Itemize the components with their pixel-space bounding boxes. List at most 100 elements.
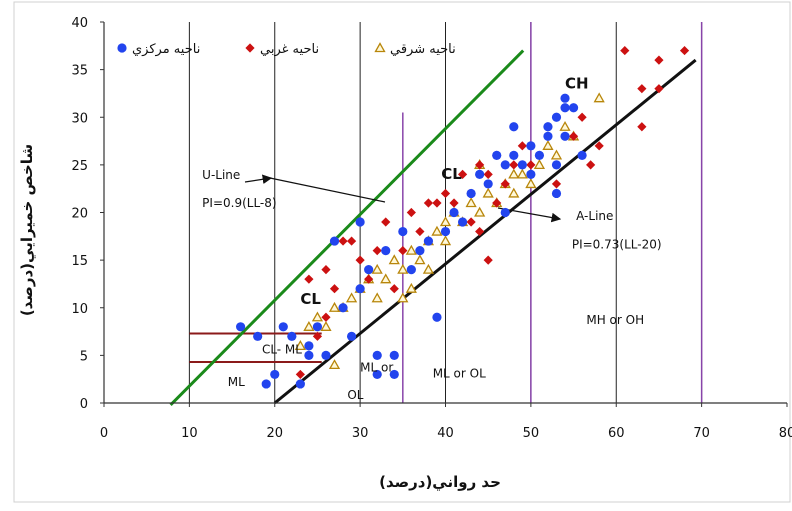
triangle-point	[397, 292, 409, 303]
circle-point	[406, 265, 416, 275]
triangle-point	[320, 320, 332, 331]
diamond-point	[517, 141, 527, 151]
point-layer	[236, 45, 690, 389]
triangle-point	[303, 320, 315, 331]
circle-point	[483, 179, 493, 189]
region-label: U-Line	[202, 168, 240, 182]
region-label: OL	[347, 388, 363, 402]
triangle-point	[311, 311, 324, 322]
circle-point	[551, 160, 562, 170]
diamond-point	[406, 207, 416, 218]
diamond-point	[594, 141, 604, 151]
circle-point	[389, 350, 399, 360]
region-label: PI=0.73(LL-20)	[572, 238, 662, 252]
diamond-point	[637, 84, 647, 94]
x-tick-label: 50	[523, 426, 540, 441]
triangle-point	[542, 139, 554, 150]
x-tick-label: 20	[266, 426, 283, 441]
x-tick-label: 60	[608, 426, 625, 441]
a-line	[273, 58, 697, 405]
triangle-point	[559, 120, 571, 131]
region-label: A-Line	[576, 209, 613, 223]
region-label: ML or	[360, 361, 393, 375]
circle-point	[270, 369, 280, 380]
circle-point	[287, 331, 297, 341]
diamond-point	[466, 217, 476, 227]
diamond-point	[432, 198, 442, 208]
triangle-point	[397, 263, 409, 274]
region-label: CL- ML	[262, 342, 302, 356]
x-tick-label: 40	[437, 426, 454, 441]
triangle-point	[465, 197, 477, 208]
y-tick-label: 5	[80, 349, 88, 364]
diamond-point	[304, 274, 314, 284]
circle-point	[312, 322, 323, 332]
circle-point	[551, 188, 562, 199]
circle-point	[338, 303, 348, 313]
region-label: ML or OL	[433, 366, 486, 380]
y-axis-label: شاخص خميرايي(درصد)	[18, 144, 36, 316]
circle-point	[568, 103, 579, 113]
diamond-point	[586, 160, 596, 170]
x-axis-label: حد رواني(درصد)	[379, 473, 501, 491]
triangle-point	[328, 301, 341, 312]
circle-point	[295, 379, 305, 389]
outer-border	[13, 1, 791, 503]
legend-label: ناحيه غربي	[260, 42, 319, 57]
circle-point	[560, 93, 570, 103]
diamond-point	[389, 284, 399, 294]
y-tick-label: 35	[71, 64, 88, 79]
circle-point	[278, 322, 288, 332]
legend-marker-diamond	[245, 43, 255, 53]
circle-point	[346, 331, 357, 341]
diamond-point	[551, 179, 562, 189]
region-label: CL	[300, 290, 321, 308]
circle-point	[372, 350, 382, 360]
triangle-point	[525, 178, 537, 189]
circle-point	[236, 322, 246, 332]
x-tick-label: 70	[693, 426, 710, 441]
circle-point	[517, 160, 527, 170]
circle-point	[355, 217, 365, 227]
diamond-point	[637, 122, 647, 132]
diamond-point	[679, 45, 690, 56]
circle-point	[432, 312, 442, 322]
diamond-point	[346, 236, 357, 246]
circle-point	[398, 226, 408, 237]
diamond-point	[355, 255, 365, 265]
circle-point	[509, 150, 519, 160]
circle-point	[475, 169, 485, 179]
diamond-point	[449, 198, 459, 208]
circle-point	[577, 150, 587, 160]
diamond-point	[364, 274, 374, 284]
triangle-point	[474, 206, 486, 217]
circle-point	[372, 369, 382, 380]
triangle-point	[380, 273, 392, 284]
diamond-point	[483, 169, 493, 179]
region-label: CH	[565, 75, 589, 93]
circle-point	[329, 236, 340, 246]
region-label: PI=0.9(LL-8)	[202, 196, 276, 210]
diamond-point	[372, 246, 382, 256]
triangle-point	[550, 149, 563, 160]
circle-point	[321, 350, 331, 360]
triangle-point	[388, 254, 400, 265]
y-tick-label: 15	[71, 254, 88, 269]
diamond-point	[398, 246, 408, 256]
circle-point	[526, 141, 536, 151]
u-line-pointer	[269, 177, 386, 203]
circle-point	[423, 236, 434, 246]
annotation-layer: CH CL CL CL- ML ML ML or OL ML or OL MH or OH U-L…	[202, 75, 661, 403]
triangle-point	[328, 359, 341, 370]
diamond-point	[475, 160, 485, 170]
circle-point	[551, 112, 562, 122]
triangle-point	[508, 187, 520, 198]
diamond-point	[620, 45, 630, 56]
y-tick-label: 0	[80, 397, 88, 412]
circle-point	[466, 188, 476, 199]
circle-point	[449, 207, 459, 218]
circle-point	[492, 150, 502, 160]
triangle-point	[482, 187, 494, 198]
